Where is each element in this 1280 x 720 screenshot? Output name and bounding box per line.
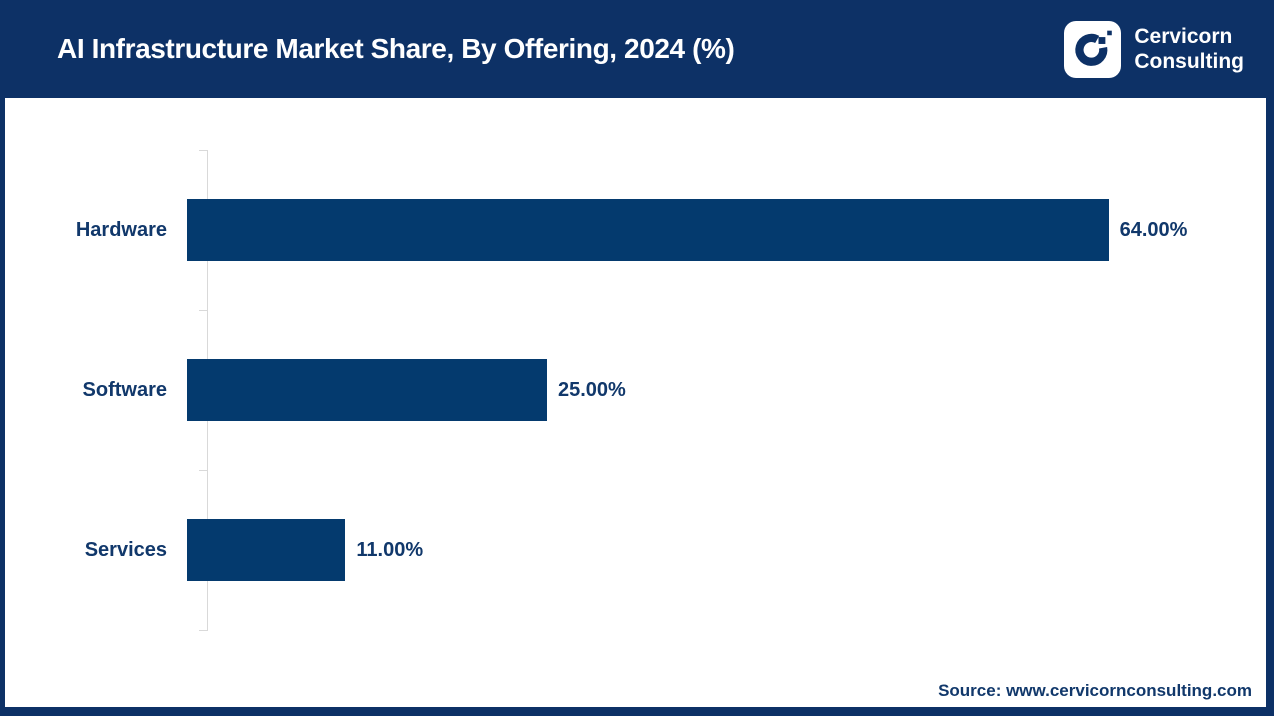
bar-row-software: Software 25.00%	[5, 310, 1266, 470]
bar-row-hardware: Hardware 64.00%	[5, 150, 1266, 310]
axis-tick	[199, 150, 208, 151]
bar-services	[187, 519, 346, 581]
axis-tick	[199, 470, 208, 471]
value-label: 25.00%	[558, 378, 626, 401]
chart-title: AI Infrastructure Market Share, By Offer…	[57, 33, 735, 64]
bar-chart: Hardware 64.00% Software 25.00% Services…	[5, 98, 1266, 631]
brand-name: Cervicorn Consulting	[1134, 24, 1244, 74]
bar-row-services: Services 11.00%	[5, 470, 1266, 630]
brand-name-line1: Cervicorn	[1134, 25, 1233, 48]
source-text: Source: www.cervicornconsulting.com	[938, 681, 1252, 700]
brand-logo: Cervicorn Consulting	[1064, 20, 1244, 78]
cervicorn-c-logo-icon	[1064, 20, 1122, 78]
category-label: Services	[84, 538, 167, 561]
category-label: Hardware	[75, 218, 167, 241]
brand-name-line2: Consulting	[1134, 50, 1244, 73]
bar-software	[187, 359, 547, 421]
axis-tick	[199, 630, 208, 631]
category-label: Software	[82, 378, 167, 401]
axis-tick	[199, 310, 208, 311]
header-bar: AI Infrastructure Market Share, By Offer…	[5, 0, 1266, 98]
bar-rows: Hardware 64.00% Software 25.00% Services…	[5, 150, 1266, 630]
value-label: 11.00%	[356, 538, 424, 561]
bar-hardware	[187, 199, 1109, 261]
value-label: 64.00%	[1119, 218, 1188, 241]
